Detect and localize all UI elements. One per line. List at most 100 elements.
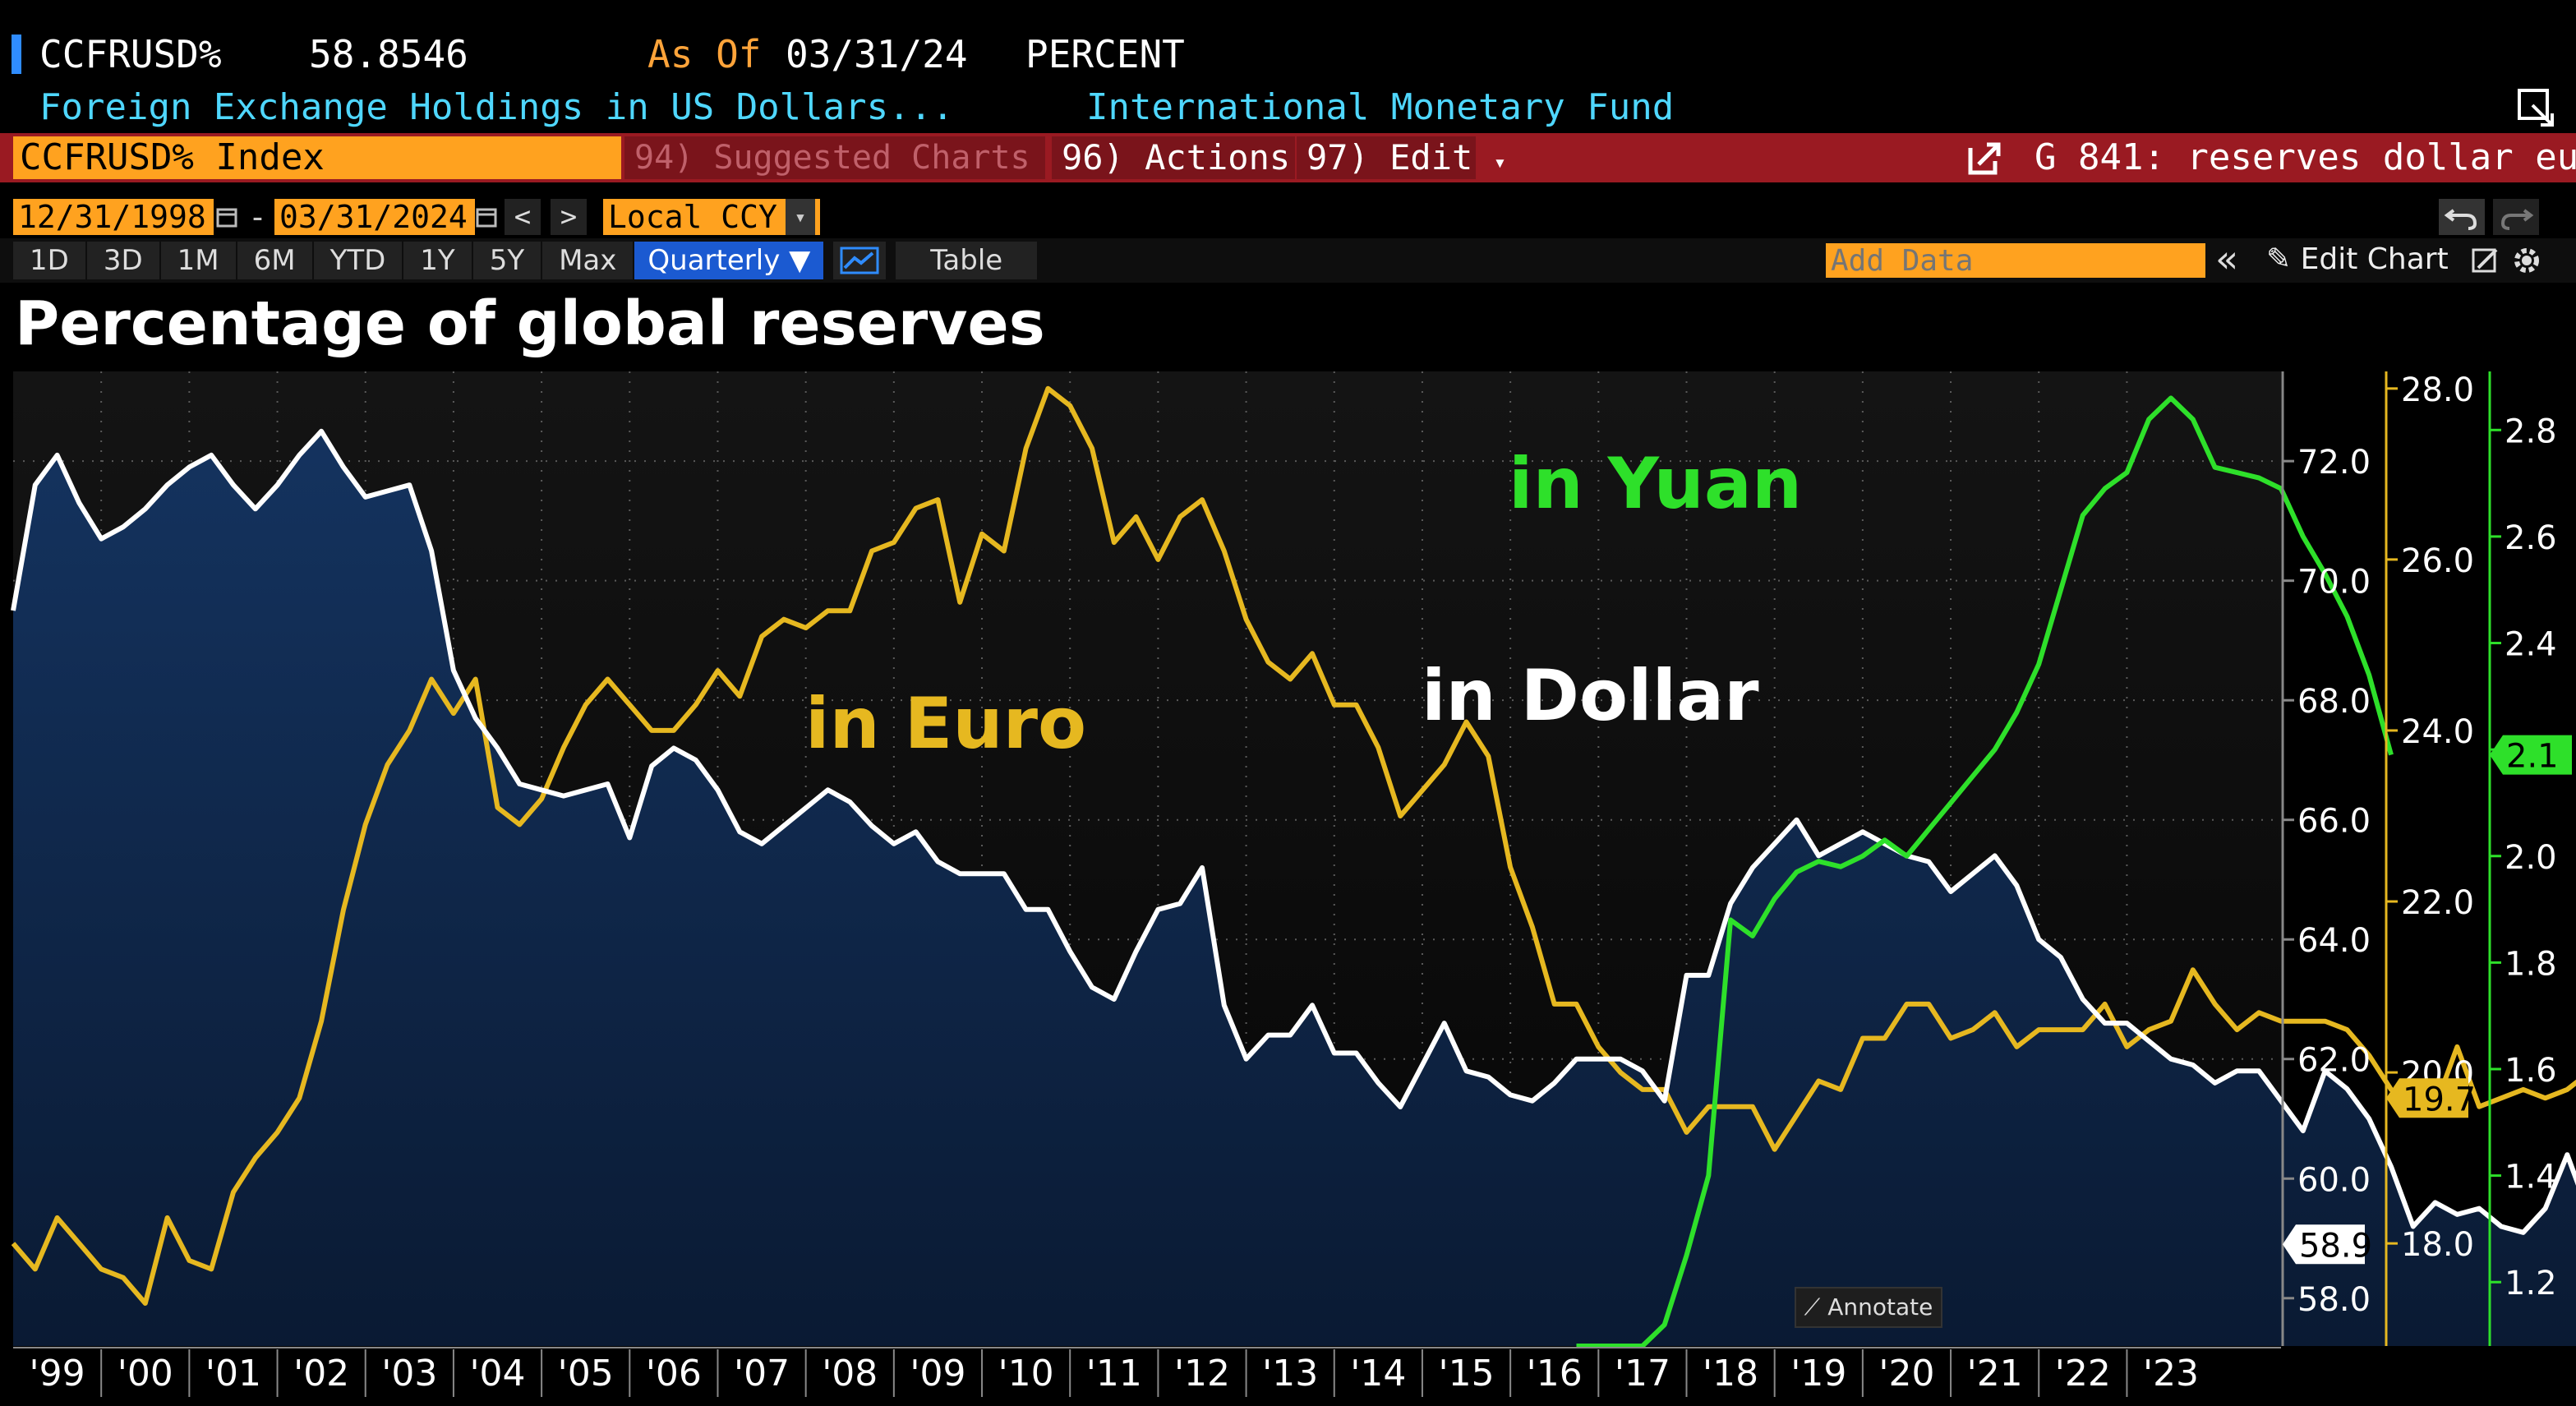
end-date-input[interactable]: 03/31/2024 [274, 199, 475, 235]
date-separator: - [248, 199, 267, 235]
euro-axis-tick-label: 28.0 [2401, 371, 2474, 409]
period-1d-button[interactable]: 1D [13, 242, 85, 279]
period-1m-button[interactable]: 1M [160, 242, 236, 279]
x-tick-label: '09 [910, 1353, 965, 1394]
pencil-icon: ⟋ [1804, 1293, 1821, 1321]
dollar-area [13, 431, 2576, 1346]
dollar-series-line [11, 428, 2576, 1235]
reserves-chart: '99 '00 '01 '02 '03 '04 '05 '06 '07 '08 '09 '10 '11 '… [11, 371, 2576, 1397]
x-tick-label: '18 [1703, 1353, 1758, 1394]
dollar-last-value-tag-bg [2283, 1224, 2365, 1265]
gear-icon[interactable] [2509, 243, 2544, 278]
euro-last-value-tag: 19.7 [2403, 1081, 2476, 1118]
annotate-label: Annotate [1827, 1293, 1933, 1321]
suggested-charts-label: 94) Suggested Charts [634, 139, 1030, 177]
x-tick-label: '14 [1350, 1353, 1406, 1394]
line-chart-icon[interactable] [833, 242, 887, 279]
chart-settings-icon[interactable] [2470, 245, 2501, 276]
x-tick-label: '05 [558, 1353, 614, 1394]
chevron-down-icon: ▾ [1493, 150, 1507, 175]
next-period-button[interactable]: > [551, 199, 587, 235]
dollar-axis-tick-label: 60.0 [2297, 1161, 2371, 1199]
actions-menu[interactable]: 96) Actions ▾ [1052, 136, 1324, 179]
period-5y-button[interactable]: 5Y [472, 242, 541, 279]
table-button[interactable]: Table [896, 242, 1038, 279]
yuan-axis-tick-label: 2.6 [2505, 519, 2557, 557]
x-tick-label: '99 [30, 1353, 85, 1394]
yuan-axis-tick-label: 1.2 [2505, 1265, 2557, 1302]
security-header: CCFRUSD% 58.8546 As Of 03/31/24 PERCENT [0, 25, 2576, 84]
start-date-input[interactable]: 12/31/1998 [13, 199, 214, 235]
dollar-axis-tick-label: 68.0 [2297, 683, 2371, 721]
euro-annotation: in Euro [805, 683, 1086, 765]
x-tick-label: '15 [1438, 1353, 1494, 1394]
undo-icon[interactable] [2439, 199, 2485, 235]
yuan-axis-tick-label: 1.8 [2505, 945, 2557, 983]
actions-label: 96) Actions [1062, 137, 1291, 177]
x-tick-label: '23 [2143, 1353, 2199, 1394]
dollar-axis-tick-label: 64.0 [2297, 922, 2371, 960]
add-data-input[interactable] [1826, 243, 2205, 278]
yuan-axis-tick-label: 1.4 [2505, 1159, 2557, 1196]
x-tick-label: '04 [469, 1353, 525, 1394]
x-tick-label: '01 [205, 1353, 261, 1394]
dollar-axis-tick-label: 66.0 [2297, 803, 2371, 841]
edit-chart-button[interactable]: ✎ Edit Chart [2266, 238, 2449, 281]
redo-icon[interactable] [2493, 199, 2539, 235]
x-tick-label: '00 [118, 1353, 173, 1394]
x-tick-label: '20 [1878, 1353, 1934, 1394]
x-tick-label: '21 [1967, 1353, 2023, 1394]
period-ytd-button[interactable]: YTD [313, 242, 403, 279]
period-6m-button[interactable]: 6M [237, 242, 312, 279]
data-source: International Monetary Fund [1086, 86, 1675, 128]
annotate-button[interactable]: ⟋ Annotate [1795, 1287, 1942, 1328]
pencil-icon: ✎ [2266, 242, 2292, 276]
x-tick-label: '13 [1262, 1353, 1318, 1394]
x-tick-label: '17 [1615, 1353, 1670, 1394]
x-tick-label: '19 [1790, 1353, 1846, 1394]
yuan-last-value-tag-bg [2490, 735, 2572, 775]
x-tick-label: '10 [998, 1353, 1054, 1394]
chart-id[interactable]: G 841: reserves dollar euro [2035, 136, 2576, 178]
euro-axis-tick-label: 24.0 [2401, 713, 2474, 751]
x-tick-label: '06 [646, 1353, 702, 1394]
euro-last-value-tag-bg [2386, 1078, 2468, 1118]
calendar-icon[interactable] [475, 205, 498, 228]
collapse-icon[interactable]: « [2215, 237, 2239, 281]
x-tick-label: '16 [1527, 1353, 1583, 1394]
suggested-charts-menu[interactable]: 94) Suggested Charts ▾ [624, 136, 1062, 179]
period-3d-button[interactable]: 3D [86, 242, 159, 279]
axis-layer: '99 '00 '01 '02 '03 '04 '05 '06 '07 '08 '09 '10 '11 '… [13, 371, 2572, 1397]
as-of-label: As Of [647, 32, 762, 76]
command-bar: CCFRUSD% Index 94) Suggested Charts ▾ 96… [0, 133, 2576, 182]
series-layer [11, 385, 2576, 1348]
annotation-layer: in Euro in Dollar in Yuan [805, 443, 1802, 765]
yuan-axis-tick-label: 2.4 [2505, 626, 2557, 664]
prev-period-button[interactable]: < [505, 199, 541, 235]
period-max-button[interactable]: Max [542, 242, 634, 279]
as-of-date: 03/31/24 [786, 32, 968, 76]
ticker-label: CCFRUSD% [39, 32, 222, 76]
expand-icon[interactable] [2516, 87, 2557, 128]
calendar-icon[interactable] [215, 205, 238, 228]
dollar-annotation: in Dollar [1422, 655, 1759, 737]
date-range-bar: 12/31/1998 - 03/31/2024 < > Local CCY ▾ [0, 196, 2576, 238]
period-buttons: 1D 3D 1M 6M YTD 1Y 5Y Max Quarterly ▼ Ta… [13, 242, 1038, 279]
x-tick-label: '22 [2055, 1353, 2111, 1394]
chevron-down-icon[interactable]: ▾ [786, 199, 815, 235]
yuan-annotation: in Yuan [1509, 443, 1802, 525]
chart-title: Percentage of global reserves [15, 288, 1045, 359]
yuan-last-value-tag: 2.1 [2506, 738, 2559, 776]
x-tick-label: '08 [822, 1353, 878, 1394]
yuan-series-line [1576, 395, 2394, 1348]
edit-menu[interactable]: 97) Edit ▾ [1297, 136, 1506, 179]
frequency-select[interactable]: Quarterly ▼ [634, 242, 824, 279]
open-link-icon[interactable] [1965, 140, 2003, 177]
edit-label: 97) Edit [1306, 137, 1473, 177]
security-input[interactable]: CCFRUSD% Index [13, 136, 621, 179]
currency-select[interactable]: Local CCY [603, 199, 820, 235]
x-tick-label: '11 [1086, 1353, 1142, 1394]
period-1y-button[interactable]: 1Y [403, 242, 472, 279]
description-row: Foreign Exchange Holdings in US Dollars.… [0, 82, 2576, 133]
period-bar: 1D 3D 1M 6M YTD 1Y 5Y Max Quarterly ▼ Ta… [0, 238, 2576, 283]
